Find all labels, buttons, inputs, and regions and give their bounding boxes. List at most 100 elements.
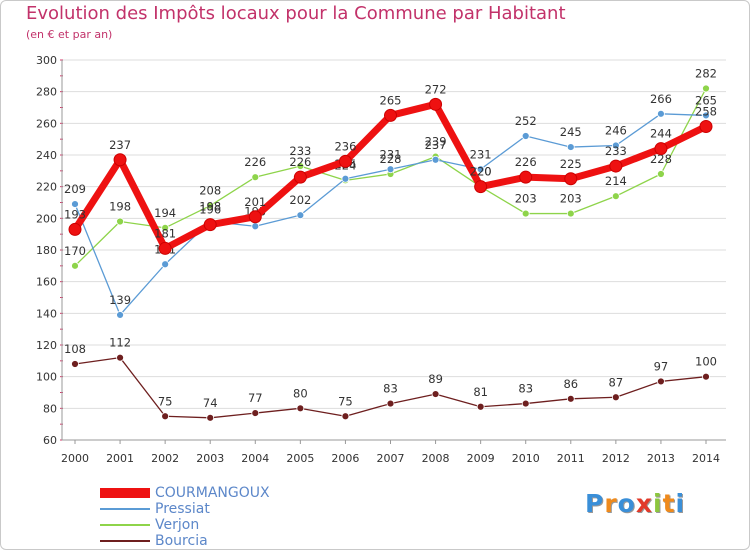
x-tick-label: 2013 [647,452,675,465]
data-point-pressiat [71,200,79,208]
data-label-verjon: 233 [289,144,311,158]
data-label-pressiat: 246 [605,124,627,138]
data-label-verjon: 228 [380,152,402,166]
data-point-pressiat [702,111,710,120]
x-tick-label: 2002 [151,452,179,465]
data-point-pressiat [386,165,395,174]
chart-subtitle: (en € et par an) [26,28,113,41]
x-tick-label: 2011 [557,452,585,465]
y-tick-label: 240 [36,149,57,162]
data-label-bourcia: 108 [64,342,86,356]
x-tick-label: 2009 [467,452,495,465]
x-tick-label: 2001 [106,452,134,465]
data-label-courmangoux: 220 [470,165,492,179]
data-point-verjon [296,162,305,170]
x-tick-label: 2003 [196,452,224,465]
data-label-verjon: 228 [650,152,672,166]
data-label-bourcia: 83 [383,382,398,396]
legend-label-courmangoux: COURMANGOUX [155,485,270,501]
data-label-courmangoux: 181 [154,226,176,240]
data-label-bourcia: 97 [654,359,669,373]
data-label-bourcia: 86 [563,377,578,391]
y-tick-label: 220 [36,181,57,194]
x-tick-label: 2005 [286,452,314,465]
data-label-verjon: 203 [515,192,537,206]
data-label-courmangoux: 225 [560,157,582,171]
data-point-verjon [161,223,170,232]
data-label-pressiat: 231 [380,147,402,161]
data-point-courmangoux [699,120,713,133]
data-label-pressiat: 231 [470,147,492,161]
legend-label-bourcia: Bourcia [155,533,208,549]
data-label-pressiat: 139 [109,293,131,307]
data-label-bourcia: 112 [109,336,131,350]
x-tick-label: 2012 [602,452,630,465]
data-point-courmangoux [609,159,623,173]
data-label-bourcia: 100 [695,355,717,369]
data-point-bourcia [71,360,79,368]
data-point-bourcia [251,409,260,417]
data-point-courmangoux [519,170,533,184]
legend-swatch-courmangoux [100,488,150,498]
data-point-courmangoux [158,241,172,255]
data-point-pressiat [296,211,305,220]
data-point-pressiat [521,132,530,140]
data-point-bourcia [611,393,620,402]
data-label-pressiat: 198 [199,200,221,214]
data-label-courmangoux: 193 [64,207,86,221]
data-point-pressiat [431,155,440,164]
data-point-courmangoux [68,222,82,236]
data-label-pressiat: 252 [515,114,537,128]
data-label-courmangoux: 201 [244,195,266,209]
data-point-courmangoux [293,170,307,184]
data-label-pressiat: 209 [64,182,86,196]
x-tick-label: 2014 [692,452,720,465]
data-point-courmangoux [429,97,443,111]
x-tick-label: 2006 [331,452,359,465]
data-point-pressiat [476,165,485,174]
y-tick-label: 80 [43,402,57,415]
data-point-bourcia [476,402,485,411]
data-point-bourcia [566,394,575,403]
data-label-courmangoux: 258 [695,105,717,119]
data-point-bourcia [296,404,305,413]
data-point-bourcia [431,390,440,398]
data-point-verjon [657,170,665,178]
data-point-bourcia [702,372,710,381]
y-tick-label: 100 [36,371,57,384]
data-point-pressiat [341,174,350,183]
data-point-courmangoux [474,180,488,194]
x-tick-label: 2004 [241,452,269,465]
data-label-bourcia: 80 [293,386,308,400]
data-point-courmangoux [564,172,578,186]
y-tick-label: 280 [36,86,57,99]
data-point-bourcia [161,412,170,421]
x-tick-label: 2007 [377,452,405,465]
data-label-bourcia: 81 [473,385,488,399]
data-label-pressiat: 245 [560,125,582,139]
x-tick-label: 2000 [61,452,89,465]
data-label-courmangoux: 244 [650,127,672,141]
data-label-verjon: 170 [64,244,86,258]
y-tick-label: 160 [36,276,57,289]
y-tick-label: 260 [36,117,57,130]
data-label-courmangoux: 236 [334,139,356,153]
data-label-bourcia: 83 [518,382,533,396]
y-tick-label: 140 [36,307,57,320]
data-label-verjon: 208 [199,184,221,198]
data-point-bourcia [206,413,215,422]
data-label-bourcia: 89 [428,372,443,386]
data-point-verjon [251,173,260,182]
data-point-pressiat [657,109,665,118]
data-point-verjon [521,209,530,218]
legend-swatch-bourcia [100,540,150,542]
y-tick-label: 300 [36,54,57,67]
data-point-bourcia [386,399,395,408]
data-point-verjon [206,201,215,210]
data-point-courmangoux [338,154,352,168]
data-point-verjon [116,217,124,226]
data-point-bourcia [657,377,665,386]
chart-title: Evolution des Impôts locaux pour la Comm… [26,3,566,24]
data-label-pressiat: 265 [695,93,717,107]
data-point-courmangoux [654,142,668,156]
